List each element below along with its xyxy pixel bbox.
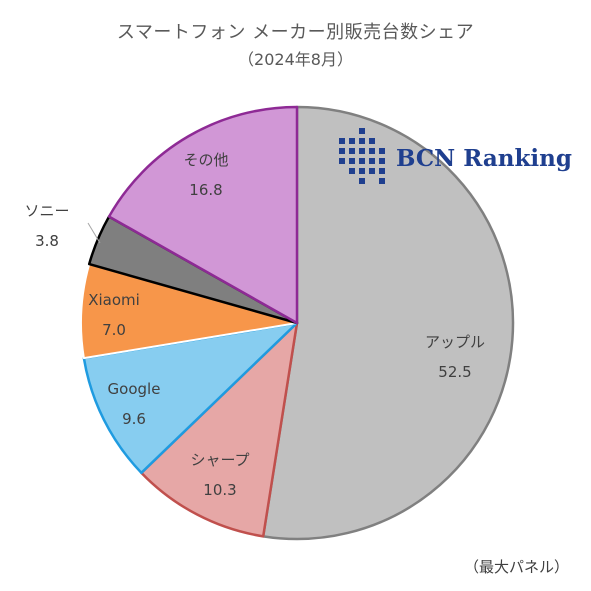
slice-label: ソニー (24, 202, 69, 220)
chart-subtitle: （2024年8月） (238, 50, 353, 69)
logo-square (379, 178, 385, 184)
logo-square (339, 148, 345, 154)
logo-square (349, 138, 355, 144)
logo-square (359, 168, 365, 174)
footnote: （最大パネル） (463, 558, 569, 576)
logo-square (339, 138, 345, 144)
logo-square (379, 168, 385, 174)
logo-square (369, 148, 375, 154)
slice-value-label: 9.6 (122, 410, 146, 428)
logo-square (349, 158, 355, 164)
logo-text: BCN Ranking (396, 145, 572, 172)
logo-square (349, 168, 355, 174)
logo-square (359, 138, 365, 144)
logo-square (359, 158, 365, 164)
pie-slice-シャープ (140, 321, 299, 538)
slice-value-label: 10.3 (203, 481, 236, 499)
logo-square (359, 148, 365, 154)
logo-square (349, 148, 355, 154)
logo-square (359, 178, 365, 184)
pie-slice-その他 (107, 105, 299, 325)
logo-square (359, 128, 365, 134)
slice-value-label: 3.8 (35, 232, 59, 250)
bcn-logo: BCN Ranking (339, 128, 572, 184)
sony-leader-line (87, 222, 101, 244)
slice-value-label: 7.0 (102, 321, 126, 339)
pie-slice-Google (82, 321, 299, 475)
logo-square (379, 158, 385, 164)
logo-square (369, 158, 375, 164)
logo-square (369, 168, 375, 174)
slice-label: Google (108, 380, 161, 398)
chart-title: スマートフォン メーカー別販売台数シェア (116, 22, 475, 43)
logo-square (369, 138, 375, 144)
slice-label: Xiaomi (88, 291, 140, 309)
logo-square (339, 158, 345, 164)
slice-label: アップル (425, 333, 485, 351)
slice-label: シャープ (190, 451, 249, 469)
slice-value-label: 16.8 (189, 181, 222, 199)
slice-label: その他 (183, 151, 228, 169)
logo-square (379, 148, 385, 154)
slice-value-label: 52.5 (438, 363, 471, 381)
pie-slice-アップル (261, 105, 515, 541)
